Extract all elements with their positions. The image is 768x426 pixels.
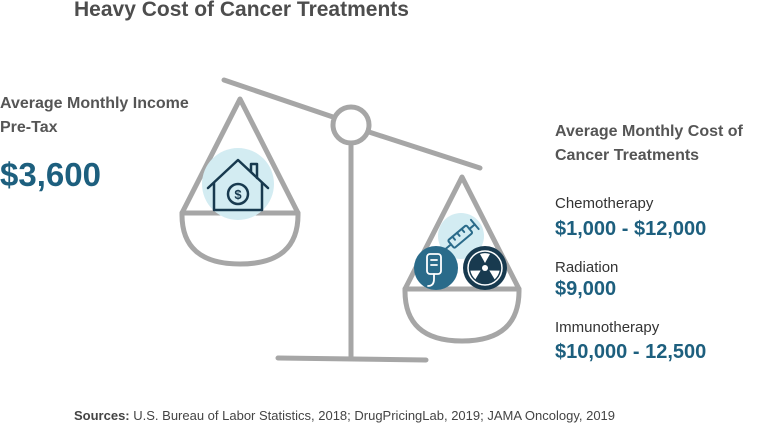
scale-base <box>275 355 429 363</box>
radiation-icon <box>463 246 507 290</box>
scale-beam-right <box>366 129 483 171</box>
cost-name: Immunotherapy <box>555 319 660 336</box>
costs-heading: Average Monthly Cost of Cancer Treatment… <box>555 123 743 164</box>
svg-text:$: $ <box>234 187 242 202</box>
scale-pivot <box>330 104 372 146</box>
sources-label: Sources: <box>74 408 130 423</box>
cost-range: $10,000 - 12,500 <box>555 341 707 363</box>
cost-range: $9,000 <box>555 278 617 300</box>
house-dollar-icon: $ <box>202 148 274 220</box>
page-title: Heavy Cost of Cancer Treatments <box>74 0 409 21</box>
cost-range: $1,000 - $12,000 <box>555 218 707 240</box>
cost-name: Radiation <box>555 259 619 276</box>
left-pan-strings <box>179 96 301 216</box>
syringe-icon <box>438 213 484 259</box>
income-label: Average Monthly Income Pre-Tax <box>0 95 189 136</box>
cost-name: Chemotherapy <box>555 195 654 212</box>
cost-item-radiation: Radiation $9,000 <box>555 259 618 301</box>
income-value: $3,600 <box>0 156 101 193</box>
right-pan-bowl <box>402 286 522 344</box>
iv-bag-icon <box>414 246 458 290</box>
scale-beam-left <box>221 77 336 120</box>
cost-item-immunotherapy: Immunotherapy $10,000 - 12,500 <box>555 319 706 364</box>
sources-text: U.S. Bureau of Labor Statistics, 2018; D… <box>129 408 616 423</box>
left-pan-bowl <box>179 210 301 267</box>
sources-footnote: Sources: U.S. Bureau of Labor Statistics… <box>74 408 615 423</box>
cost-item-chemotherapy: Chemotherapy $1,000 - $12,000 <box>555 195 706 241</box>
